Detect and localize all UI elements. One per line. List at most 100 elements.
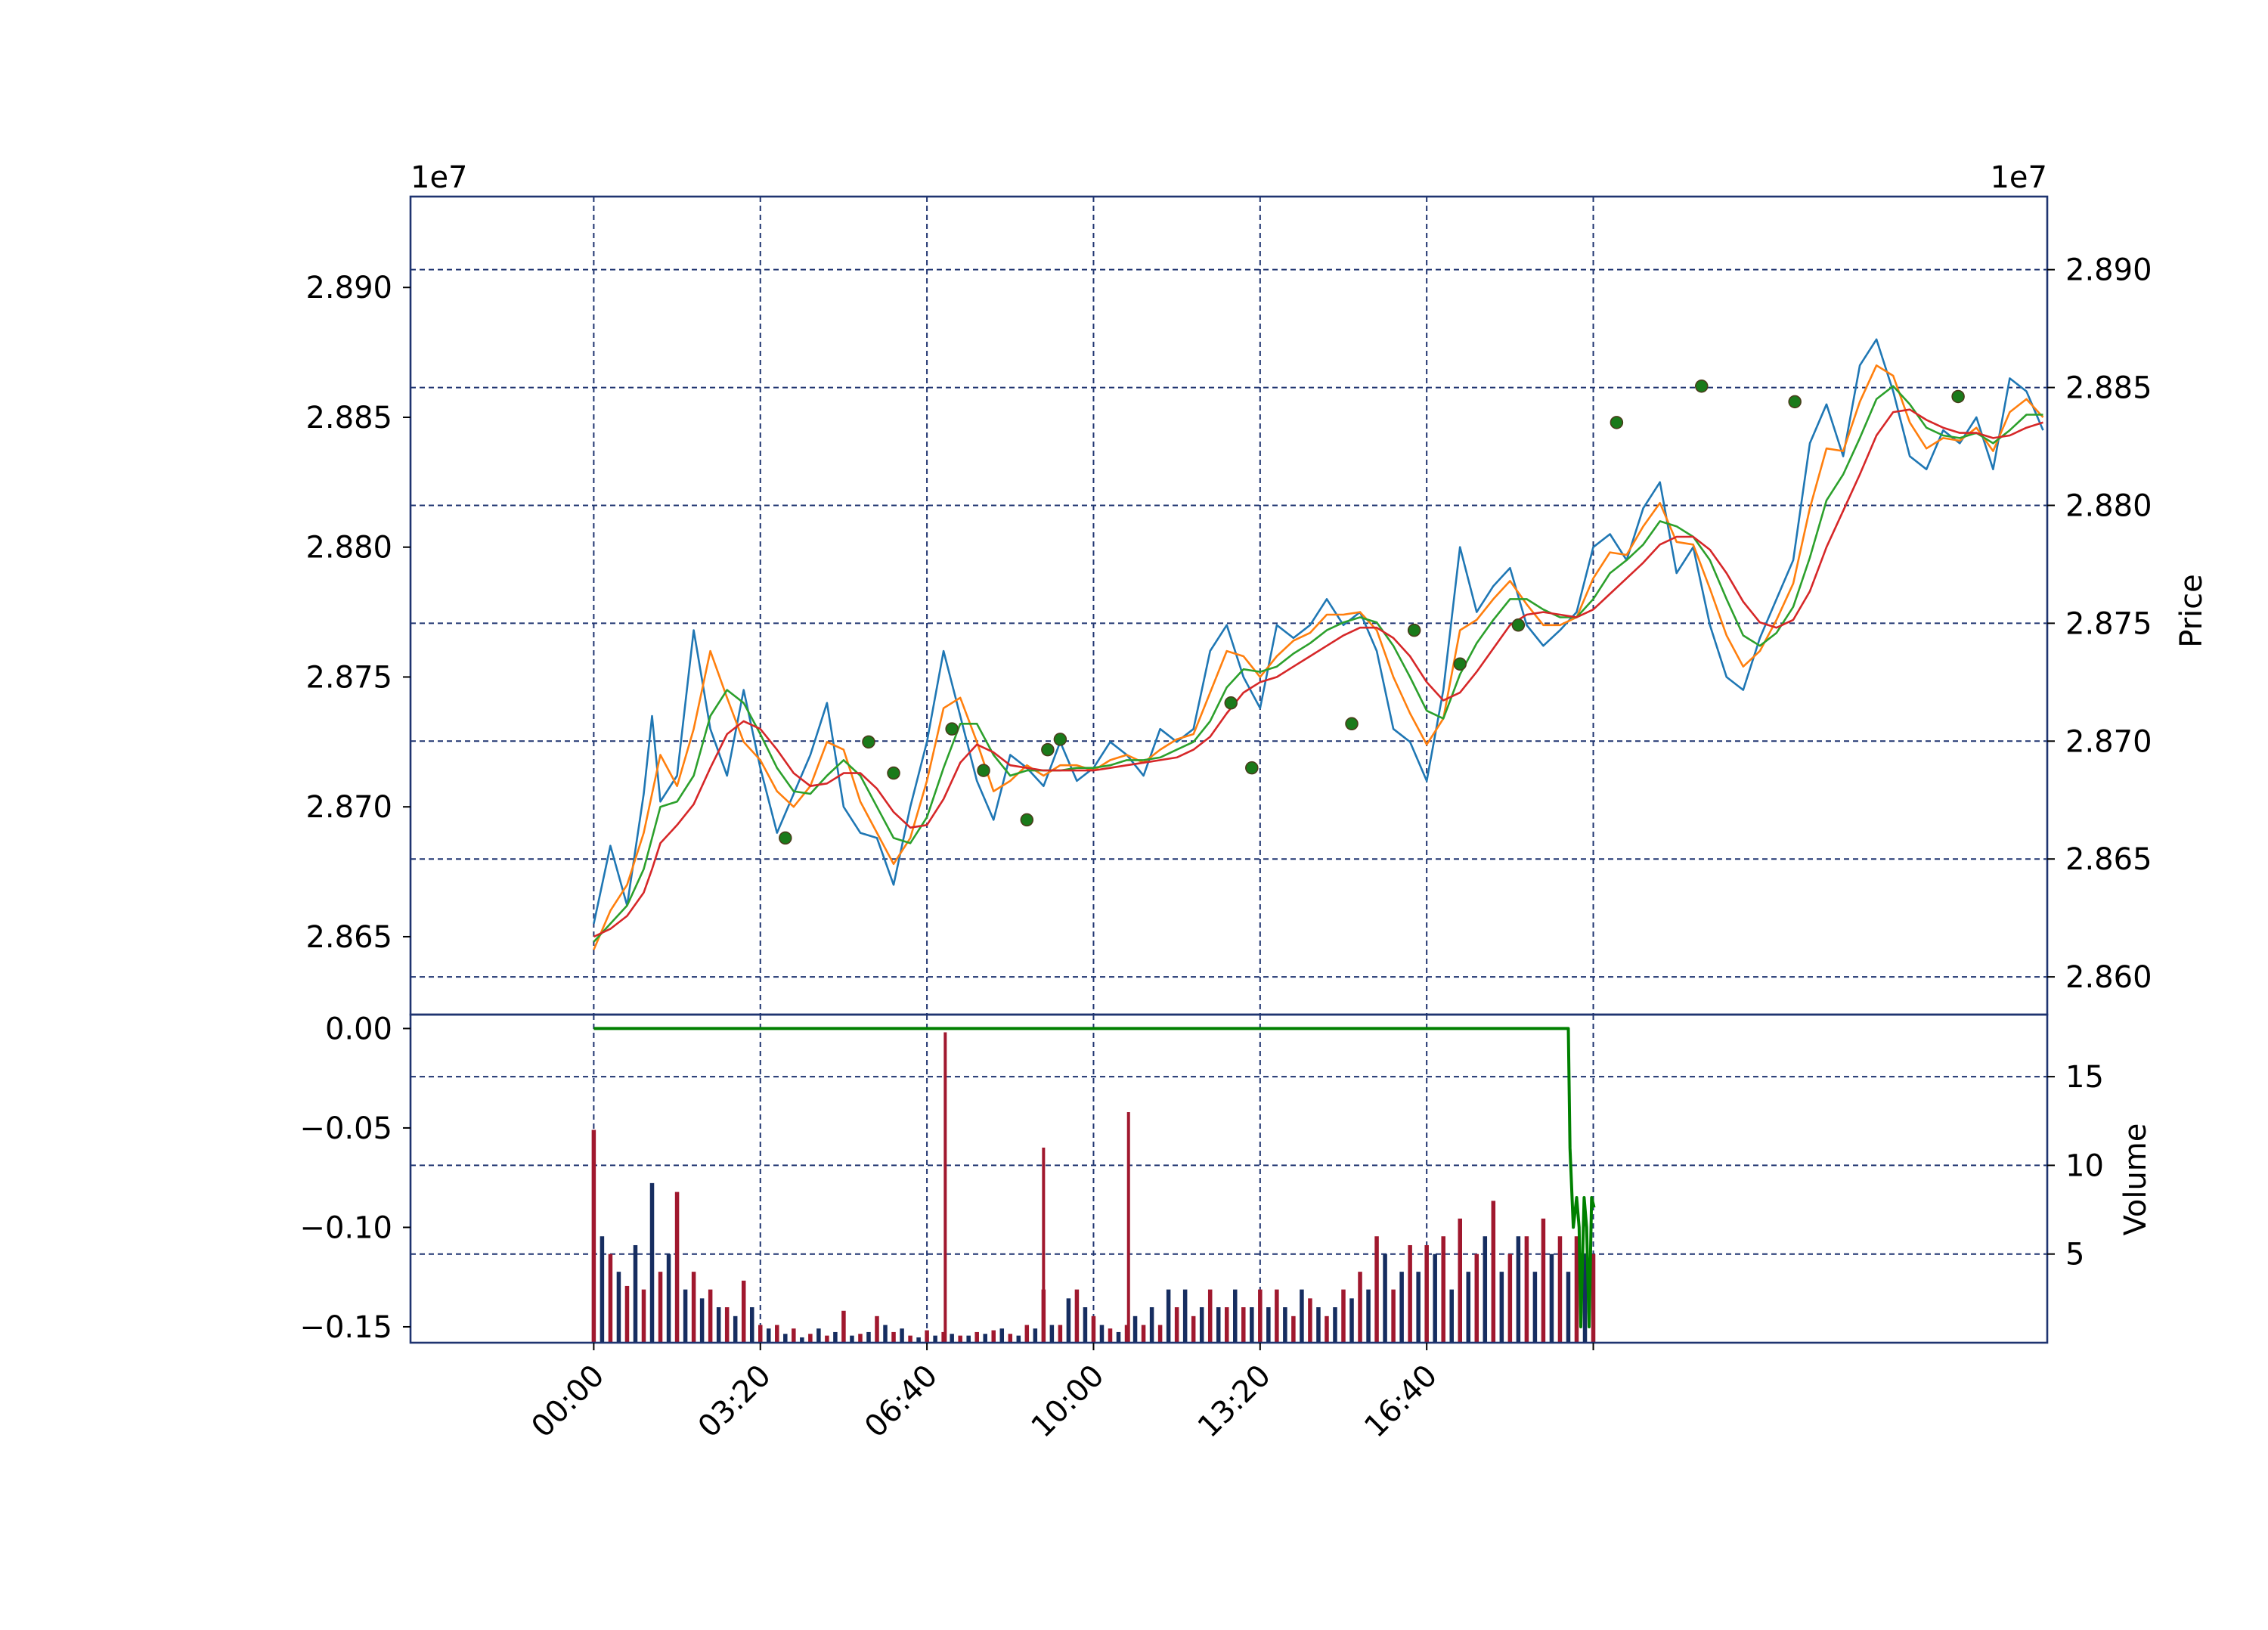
price-right-tick-label: 2.875 [2065,606,2152,641]
volume-bar [767,1328,771,1343]
volume-bar [1132,1315,1138,1343]
volume-bar [1300,1289,1304,1343]
volume-bar [1291,1315,1296,1343]
volume-bar [716,1307,721,1343]
volume-bar [816,1328,821,1343]
volume-bar [733,1315,738,1343]
volume-bar [758,1325,763,1343]
volume-bar [841,1310,846,1343]
volume-bar [1532,1272,1538,1343]
volume-bar [1333,1307,1337,1343]
volume-bar [1141,1325,1146,1343]
price-left-scale-label: 1e7 [411,160,468,195]
volume-bar [983,1334,987,1343]
price-left-tick-label: 2.865 [305,920,392,955]
signal-marker [1407,623,1421,637]
signal-marker [862,735,875,749]
volume-bar [666,1253,671,1343]
volume-bar [1574,1236,1579,1343]
volume-bar [641,1289,646,1343]
volume-bar [1250,1307,1254,1343]
volume-overlay-line [593,1027,1596,1328]
volume-bar [1325,1315,1329,1343]
price-right-tick-label: 2.865 [2065,842,2152,877]
volume-bar [1499,1272,1504,1343]
volume-axis-label: Volume [2118,1123,2153,1236]
volume-bar [1433,1253,1437,1343]
volume-bar [800,1337,804,1343]
price-right-tick-label: 2.870 [2065,724,2152,759]
volume-bar [1483,1236,1488,1343]
price-right-scale-label: 1e7 [1990,160,2047,195]
volume-right-tick-label: 10 [2065,1148,2104,1183]
volume-bar [792,1328,796,1343]
price-left-tick-label: 2.870 [305,790,392,825]
price-right-tick-label: 2.890 [2065,253,2152,288]
volume-bar [724,1307,730,1343]
volume-bar [1391,1289,1396,1343]
price-left-tick-label: 2.875 [305,660,392,695]
price-left-axis: 2.865 2.870 2.875 2.880 2.885 2.890 [305,271,411,955]
signal-marker [977,764,990,777]
volume-bar [1516,1236,1521,1343]
volume-left-tick-label: −0.15 [299,1310,392,1345]
signal-marker [1224,696,1238,710]
signal-marker [779,831,792,845]
volume-bar [1099,1325,1105,1343]
volume-bar [1341,1289,1346,1343]
signal-marker [945,722,959,736]
volume-bar [591,1130,596,1343]
volume-right-tick-label: 5 [2065,1238,2084,1272]
volume-bar [1358,1272,1362,1343]
price-markers [779,379,1965,845]
price-left-tick-label: 2.880 [305,531,392,566]
volume-bar [658,1272,663,1343]
volume-bar [1166,1289,1171,1343]
volume-bar [1449,1289,1454,1343]
volume-bar [1383,1253,1387,1343]
volume-bar [1416,1272,1421,1343]
price-right-tick-label: 2.880 [2065,488,2152,523]
volume-line [593,1027,1596,1328]
price-series-line [593,364,2044,950]
volume-bar [1507,1253,1513,1343]
price-left-tick-label: 2.885 [305,401,392,435]
volume-bar [883,1325,888,1343]
signal-marker [887,766,900,780]
volume-bar [708,1289,713,1343]
volume-bar [900,1328,904,1343]
signal-marker [1695,379,1709,393]
volume-bar [1549,1253,1554,1343]
volume-bar [1283,1307,1287,1343]
volume-plot-frame [409,1013,2049,1344]
volume-bar [1424,1244,1429,1343]
volume-bar [649,1182,655,1343]
volume-bar [891,1331,896,1343]
volume-bar [925,1330,929,1343]
volume-bar [1241,1307,1246,1343]
volume-bar [908,1335,912,1343]
signal-marker [1453,657,1467,671]
volume-bar [858,1334,863,1343]
volume-bar [1108,1328,1113,1343]
volume-bar [1566,1272,1571,1343]
signal-marker [1020,813,1034,827]
volume-bar [833,1331,838,1343]
volume-spike-bar [943,1032,947,1343]
price-left-tick-label: 2.890 [305,271,392,305]
volume-bar [608,1253,613,1343]
price-series [593,338,2044,950]
volume-bar [1349,1298,1354,1343]
volume-bar [1266,1307,1271,1343]
volume-bar [1058,1325,1063,1343]
signal-marker [1245,761,1259,775]
volume-bar [1174,1307,1179,1343]
volume-bar [808,1334,813,1343]
volume-bar [1116,1331,1121,1343]
volume-bar [1366,1289,1371,1343]
volume-bar [1399,1272,1404,1343]
signal-marker [1053,733,1067,746]
volume-right-tick-label: 15 [2065,1060,2104,1095]
volume-left-tick-label: −0.10 [299,1210,392,1245]
volume-bar [600,1236,605,1343]
